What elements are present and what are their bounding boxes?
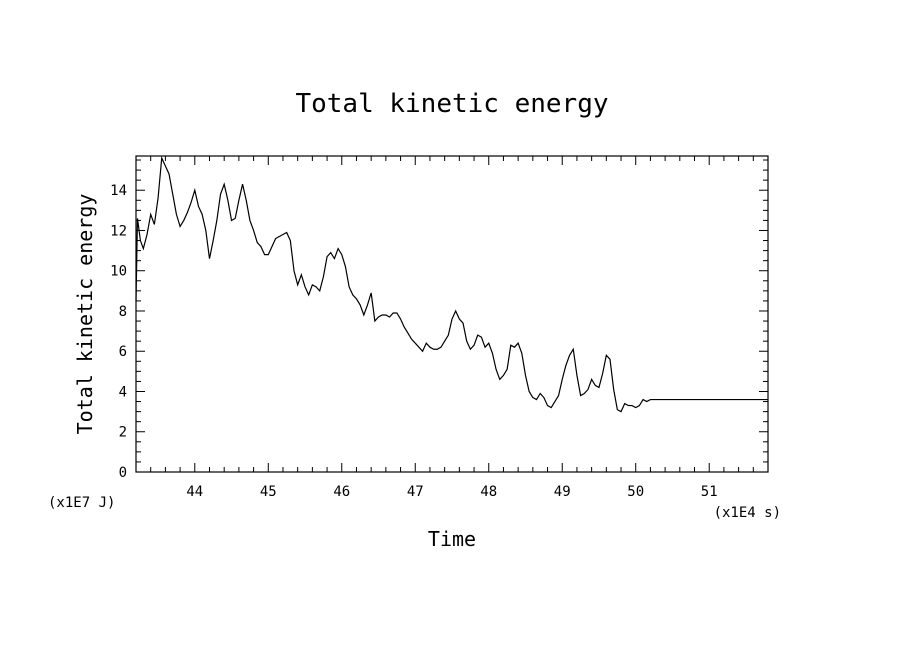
x-tick-labels: 44 45 46 47 48 49 50 51 xyxy=(186,484,717,500)
y-tick-label: 2 xyxy=(119,425,127,441)
y-tick-label: 0 xyxy=(119,465,127,481)
series-line xyxy=(135,155,768,413)
y-tick-label: 12 xyxy=(110,223,127,239)
x-tick-label: 48 xyxy=(480,484,497,500)
x-tick-label: 47 xyxy=(407,484,424,500)
y-tick-label: 6 xyxy=(119,344,127,360)
y-tick-label: 8 xyxy=(119,304,127,320)
x-tick-label: 50 xyxy=(627,484,644,500)
y-tick-label: 10 xyxy=(110,264,127,280)
y-tick-label: 14 xyxy=(110,183,127,199)
x-tick-label: 46 xyxy=(333,484,350,500)
axis-ticks xyxy=(135,156,769,473)
y-tick-label: 4 xyxy=(119,384,127,400)
x-tick-label: 44 xyxy=(186,484,203,500)
x-axis-label: Time xyxy=(428,527,476,551)
x-tick-label: 49 xyxy=(554,484,571,500)
y-axis-label: Total kinetic energy xyxy=(73,194,97,435)
x-multiplier-label: (x1E4 s) xyxy=(714,505,781,521)
x-tick-label: 45 xyxy=(260,484,277,500)
y-tick-labels: 0 2 4 6 8 10 12 14 xyxy=(110,183,127,481)
plot-frame xyxy=(135,155,769,473)
x-tick-label: 51 xyxy=(701,484,718,500)
y-multiplier-label: (x1E7 J) xyxy=(48,495,115,511)
chart-title: Total kinetic energy xyxy=(295,89,608,119)
